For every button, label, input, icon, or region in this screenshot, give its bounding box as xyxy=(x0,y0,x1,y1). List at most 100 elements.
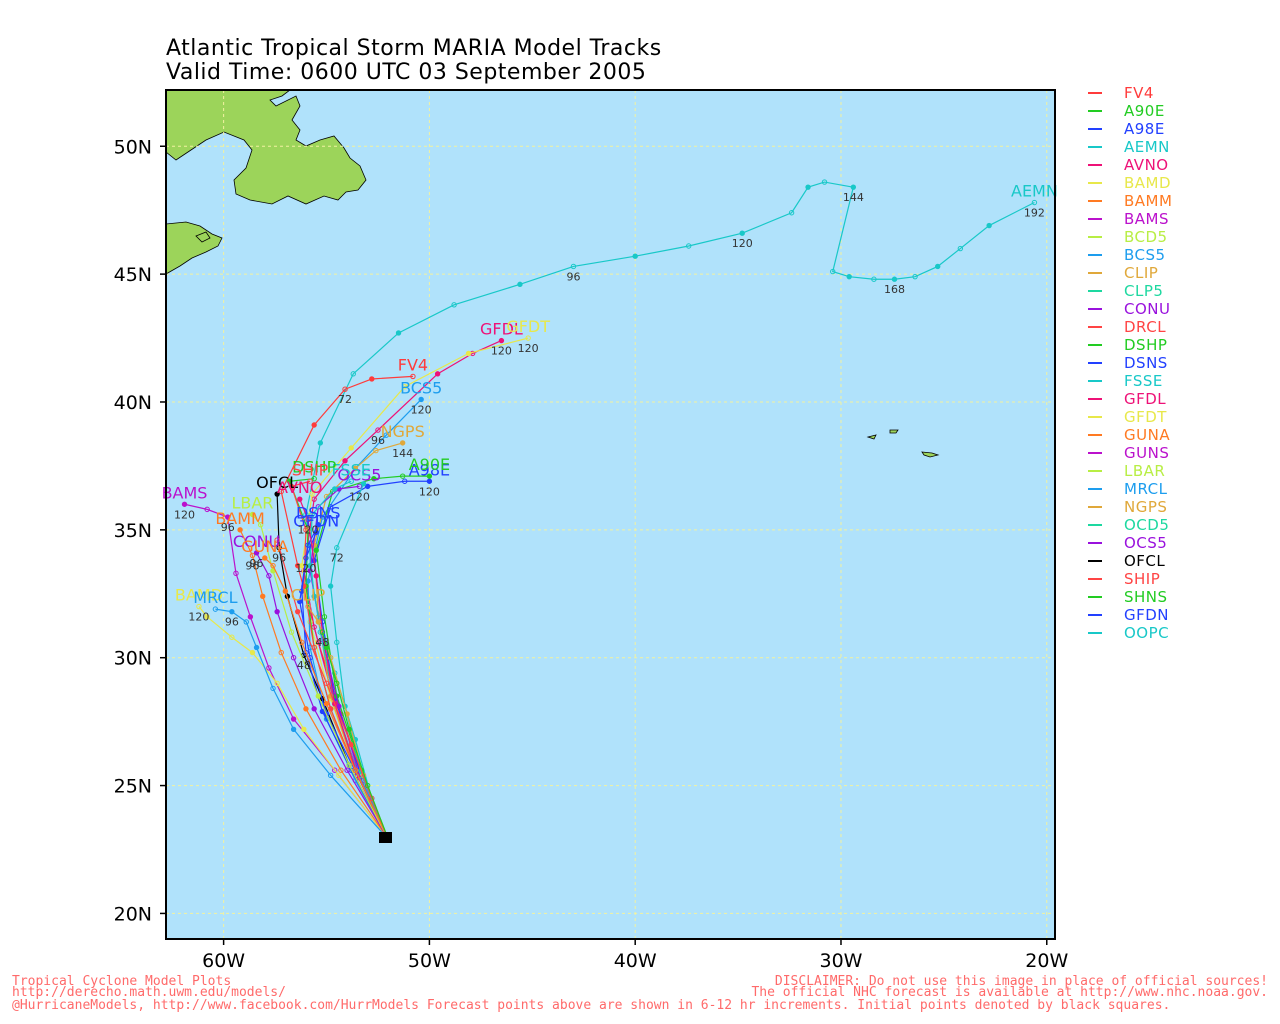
track-point xyxy=(299,562,305,569)
legend-item-bcd5: BCD5 xyxy=(1088,228,1278,246)
track-point xyxy=(297,496,303,502)
track-point xyxy=(850,184,857,190)
track-point xyxy=(286,478,293,484)
track-end-label: CONU xyxy=(233,532,280,551)
legend-label: DRCL xyxy=(1124,318,1167,336)
track-point xyxy=(321,614,328,620)
land-island xyxy=(195,231,211,243)
track-point xyxy=(311,422,317,428)
legend-swatch xyxy=(1088,542,1102,544)
legend-swatch xyxy=(1088,92,1102,94)
legend-swatch xyxy=(1088,308,1102,310)
footer-site-url[interactable]: http://derecho.math.uwm.edu/models/ xyxy=(12,985,286,1000)
legend-item-clip: CLIP xyxy=(1088,264,1278,282)
lat-label: 20N xyxy=(114,903,152,925)
track-point xyxy=(181,501,188,507)
track-point xyxy=(274,491,280,497)
legend-item-ngps: NGPS xyxy=(1088,498,1278,516)
track-point xyxy=(957,245,964,252)
legend-swatch xyxy=(1088,578,1102,580)
track-point xyxy=(334,639,340,646)
track-point xyxy=(336,772,342,779)
track-point xyxy=(295,608,301,615)
forecast-hour-label: 96 xyxy=(250,557,264,570)
track-end-label: MRCL xyxy=(193,588,237,607)
track-point xyxy=(338,767,344,773)
legend-item-guns: GUNS xyxy=(1088,444,1278,462)
track-point xyxy=(266,665,272,671)
legend-swatch xyxy=(1088,218,1102,220)
forecast-hour-label: 120 xyxy=(732,237,753,250)
forecast-hour-label: 96 xyxy=(225,616,239,629)
track-point xyxy=(315,693,321,699)
track-point xyxy=(290,716,297,722)
legend-swatch xyxy=(1088,236,1102,238)
legend-swatch xyxy=(1088,488,1102,490)
lon-label: 60W xyxy=(202,950,245,972)
legend-swatch xyxy=(1088,272,1102,274)
track-point xyxy=(323,701,330,707)
track-point xyxy=(399,440,406,446)
track-point xyxy=(375,427,381,433)
legend-item-gfdt: GFDT xyxy=(1088,408,1278,426)
legend-item-aemn: AEMN xyxy=(1088,138,1278,156)
track-point xyxy=(233,570,239,577)
lon-label: 30W xyxy=(819,950,862,972)
legend-item-dshp: DSHP xyxy=(1088,336,1278,354)
track-point xyxy=(352,767,359,773)
legend-item-ocd5: OCD5 xyxy=(1088,516,1278,534)
footer-left: Tropical Cyclone Model Plots http://dere… xyxy=(12,975,286,1000)
legend-item-bamm: BAMM xyxy=(1088,192,1278,210)
lat-label: 30N xyxy=(114,648,152,670)
track-point xyxy=(305,603,311,610)
track-point xyxy=(342,458,348,464)
forecast-hour-label: 48 xyxy=(315,636,329,649)
track-point xyxy=(334,680,340,686)
track-point xyxy=(319,629,326,635)
track-point xyxy=(364,483,371,490)
track-point xyxy=(327,583,334,589)
track-end-label: DSHP xyxy=(292,458,337,477)
track-point xyxy=(243,619,249,625)
track-point xyxy=(356,483,363,490)
forecast-hour-label: 168 xyxy=(884,283,905,296)
model-tracks xyxy=(181,179,1038,840)
legend-swatch xyxy=(1088,632,1102,634)
track-point xyxy=(301,726,307,733)
lat-label: 35N xyxy=(114,520,152,542)
track-drcl xyxy=(276,539,389,840)
track-point xyxy=(266,573,272,579)
track-point xyxy=(278,488,284,495)
legend-item-a90e: A90E xyxy=(1088,102,1278,120)
legend-label: CLP5 xyxy=(1124,282,1164,300)
track-end-label: AVNO xyxy=(277,478,322,497)
plot-frame xyxy=(165,89,1056,940)
track-point xyxy=(788,210,795,216)
legend-item-gfdl: GFDL xyxy=(1088,390,1278,408)
forecast-hour-label: 96 xyxy=(272,552,286,565)
track-point xyxy=(935,263,941,270)
track-point xyxy=(260,593,266,600)
forecast-hour-label: 96 xyxy=(221,521,235,534)
track-point xyxy=(303,706,309,712)
track-point xyxy=(498,337,505,344)
track-point xyxy=(332,767,338,773)
legend-label: DSHP xyxy=(1124,336,1168,354)
azores-islands xyxy=(866,429,940,458)
track-point xyxy=(323,680,330,686)
track-point xyxy=(517,281,523,288)
legend-swatch xyxy=(1088,182,1102,184)
track-point xyxy=(383,432,389,438)
track-point xyxy=(323,644,330,651)
track-point xyxy=(342,386,348,392)
legend-swatch xyxy=(1088,470,1102,472)
track-point xyxy=(465,350,472,357)
legend-label: AEMN xyxy=(1124,138,1170,156)
track-point xyxy=(986,222,992,229)
track-point xyxy=(303,527,309,533)
track-point xyxy=(315,619,321,625)
forecast-hour-label: 72 xyxy=(330,552,344,565)
valid-time: Valid Time: 0600 UTC 03 September 2005 xyxy=(166,60,647,85)
grid-lines xyxy=(166,90,1055,939)
track-point xyxy=(426,473,433,479)
